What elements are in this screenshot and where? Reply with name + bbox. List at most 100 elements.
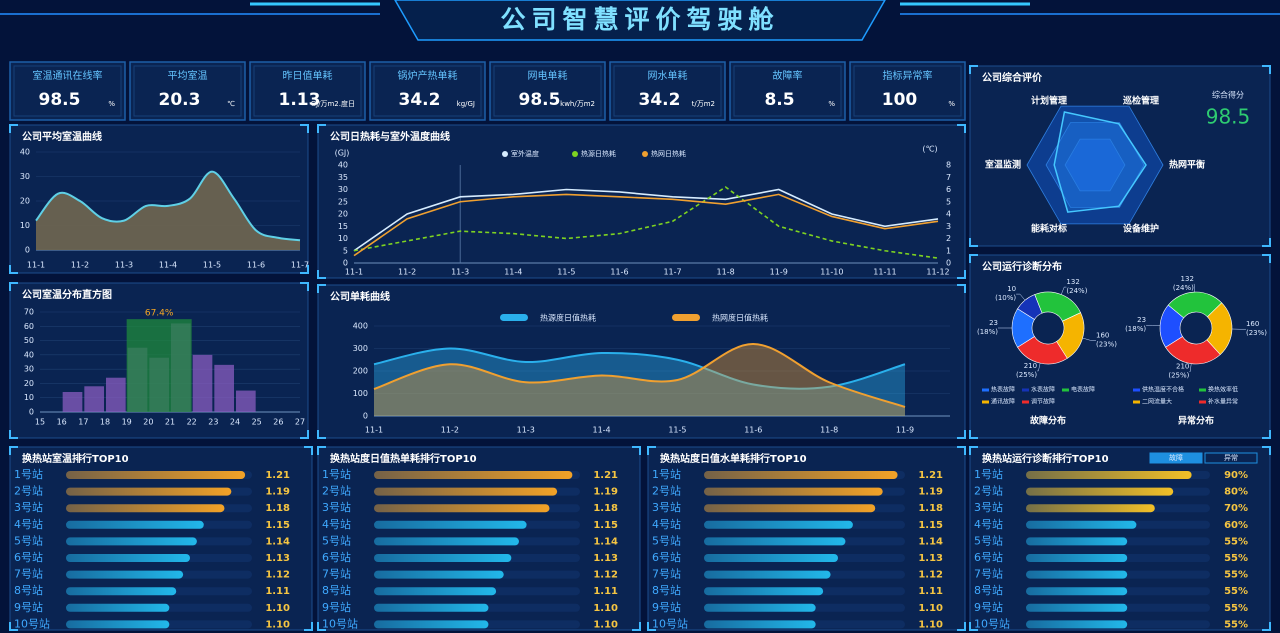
- rank-bar: [1026, 487, 1174, 496]
- page-title: 公司智慧评价驾驶舱: [500, 5, 779, 34]
- legend-swatch: [1133, 388, 1140, 392]
- rank-bar: [704, 603, 816, 612]
- x-tick-label: 11-1: [365, 426, 383, 435]
- x-tick-label: 27: [295, 418, 305, 427]
- y-tick-label: 0: [343, 259, 348, 268]
- rank-value: 70%: [1224, 503, 1248, 514]
- rank-bar: [66, 471, 246, 479]
- radar-label: 室温监测: [985, 159, 1021, 171]
- panel: [317, 124, 966, 279]
- rank-name: 8号站: [322, 583, 351, 597]
- legend-swatch: [1022, 388, 1029, 392]
- rank-name: 8号站: [14, 583, 43, 597]
- panel-corner: [9, 446, 18, 455]
- y2-tick-label: 6: [946, 185, 951, 194]
- legend-label: 热源日热耗: [581, 149, 616, 158]
- rank-bar: [374, 620, 489, 629]
- panel-title: 公司综合评价: [982, 71, 1043, 84]
- kpi-inner: [493, 65, 602, 117]
- legend-swatch: [1022, 400, 1029, 404]
- y-tick-label: 60: [24, 322, 34, 331]
- panel-corner: [969, 430, 978, 439]
- donut-count: 10: [1007, 285, 1016, 293]
- kpi-card: [369, 61, 486, 121]
- y-tick-label: 25: [338, 197, 348, 206]
- x-tick-label: 11-8: [717, 268, 735, 277]
- rank-value: 1.18: [918, 503, 943, 514]
- y2-tick-label: 3: [946, 222, 951, 231]
- y2-tick-label: 0: [946, 259, 951, 268]
- rank-bar: [1026, 587, 1128, 596]
- panel-corner: [957, 446, 966, 455]
- score-label: 综合得分: [1212, 90, 1244, 100]
- rank-name: 4号站: [974, 517, 1003, 531]
- y-tick-label: 0: [29, 408, 34, 417]
- y-tick-label: 30: [338, 185, 348, 194]
- rank-bar: [704, 504, 876, 513]
- panel-corner: [300, 124, 309, 133]
- rank-value: 60%: [1224, 520, 1248, 531]
- rank-value: 80%: [1224, 487, 1248, 498]
- tab[interactable]: 故障: [1149, 452, 1203, 464]
- y-tick-label: 100: [353, 389, 368, 398]
- panel-corner: [9, 265, 18, 274]
- donut-percent: (25%): [1168, 372, 1189, 380]
- kpi-unit: kwh/万m2: [560, 100, 595, 108]
- y-tick-label: 10: [20, 221, 30, 230]
- rank-bar: [66, 504, 225, 513]
- rank-bar: [1026, 620, 1128, 629]
- rank-value: 1.13: [918, 553, 943, 564]
- rank-value: 1.10: [918, 619, 943, 630]
- rank-name: 5号站: [322, 533, 351, 547]
- score-value: 98.5: [1206, 105, 1251, 129]
- tab-background: [1204, 452, 1258, 464]
- y2-tick-label: 7: [946, 173, 951, 182]
- x-tick-label: 11-7: [663, 268, 681, 277]
- kpi-unit: GJ/万m2.度日: [311, 99, 355, 108]
- rank-name: 1号站: [322, 467, 351, 481]
- y-tick-label: 40: [24, 350, 34, 359]
- radar-label: 设备维护: [1123, 223, 1159, 235]
- y-tick-label: 15: [338, 222, 348, 231]
- kpi-label: 昨日值单耗: [283, 69, 333, 82]
- panel-title: 换热站度日值水单耗排行TOP10: [660, 452, 807, 465]
- rank-bar: [374, 504, 550, 513]
- rank-value: 1.10: [593, 619, 618, 630]
- y-tick-label: 20: [24, 379, 34, 388]
- panel-corner: [9, 622, 18, 631]
- legend-label: 换热效率低: [1208, 386, 1238, 394]
- rank-value: 1.19: [918, 487, 943, 498]
- panel-corner: [632, 446, 641, 455]
- panel-corner: [9, 282, 18, 291]
- rank-name: 1号站: [14, 467, 43, 481]
- legend-label: 热网度日值热耗: [712, 313, 768, 323]
- tab[interactable]: 异常: [1204, 452, 1258, 464]
- kpi-inner: [613, 65, 722, 117]
- x-tick-label: 22: [187, 418, 197, 427]
- donut-count: 160: [1246, 320, 1259, 328]
- radar-label: 能耗对标: [1031, 223, 1067, 235]
- panel-corner: [957, 124, 966, 133]
- rank-bar: [704, 487, 883, 496]
- y-tick-label: 0: [25, 246, 30, 255]
- y2-tick-label: 8: [946, 161, 951, 170]
- panel: [317, 284, 966, 439]
- kpi-inner: [853, 65, 962, 117]
- rank-name: 5号站: [974, 533, 1003, 547]
- rank-name: 2号站: [974, 484, 1003, 498]
- panel-corner: [632, 622, 641, 631]
- y-tick-label: 35: [338, 173, 348, 182]
- kpi-card: [609, 61, 726, 121]
- legend-label: 热表故障: [991, 386, 1015, 394]
- area-line: [373, 342, 906, 408]
- label-leader: [1016, 293, 1026, 301]
- x-tick-label: 11-6: [247, 261, 265, 270]
- panel-title: 公司单耗曲线: [330, 290, 390, 303]
- kpi-value: 34.2: [639, 90, 681, 110]
- rank-name: 5号站: [14, 533, 43, 547]
- label-leader: [1061, 286, 1067, 295]
- tab-label: 异常: [1224, 453, 1238, 462]
- x-tick-label: 11-6: [744, 426, 762, 435]
- highlight-label: 67.4%: [145, 309, 174, 319]
- rank-name: 2号站: [322, 484, 351, 498]
